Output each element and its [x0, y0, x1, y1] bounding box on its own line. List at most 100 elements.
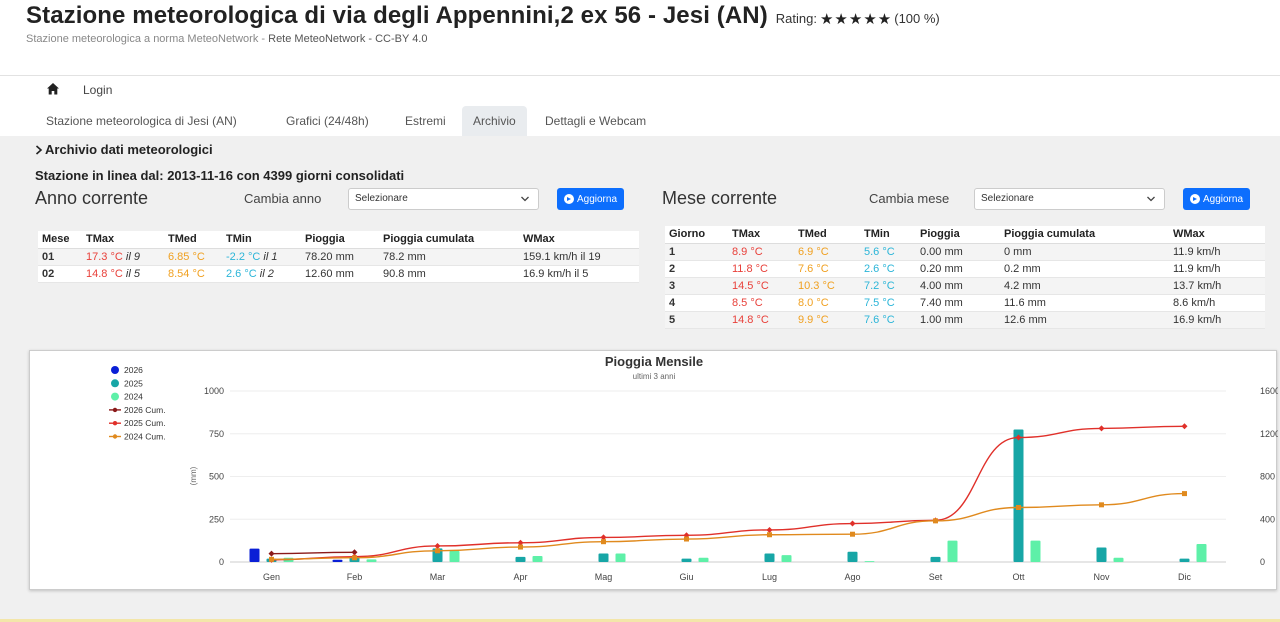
chevron-down-icon: [1147, 196, 1155, 202]
bar-2025: [598, 553, 609, 562]
x-tick-label: Set: [929, 572, 943, 582]
col-tmed: TMed: [164, 231, 222, 249]
month-table-header: Giorno TMax TMed TMin Pioggia Pioggia cu…: [665, 226, 1265, 244]
point-2025cum: [849, 520, 856, 527]
archive-heading[interactable]: Archivio dati meteorologici: [35, 142, 213, 157]
cell-tmin: -2.2 °C il 1: [222, 248, 301, 266]
point-2025cum: [600, 534, 607, 541]
year-update-label: Aggiorna: [576, 193, 618, 205]
rating: Rating: ★★★★★ (100 %): [776, 10, 940, 28]
chevron-right-icon: [35, 145, 43, 155]
legend-marker: [112, 421, 118, 426]
x-tick-label: Ago: [844, 572, 860, 582]
cell-pioggia: 7.40 mm: [916, 294, 1000, 312]
cell-pioggia: 12.60 mm: [301, 265, 379, 283]
col-pioggia: Pioggia: [916, 226, 1000, 244]
bar-2025: [847, 551, 858, 562]
month-section-title: Mese corrente: [662, 188, 778, 208]
y2-tick-label: 1600: [1260, 386, 1278, 396]
col-wmax: WMax: [519, 231, 639, 249]
x-tick-label: Mag: [595, 572, 613, 582]
bar-2024: [781, 555, 792, 562]
cell-wmax: 8.6 km/h: [1169, 294, 1265, 312]
cell-giorno: 4: [665, 294, 728, 312]
line-2024cum: [271, 492, 1185, 561]
bar-2025: [1096, 547, 1107, 562]
month-table: Giorno TMax TMed TMin Pioggia Pioggia cu…: [665, 226, 1265, 329]
cell-pioggia: 0.00 mm: [916, 243, 1000, 261]
x-tick-label: Lug: [762, 572, 777, 582]
home-icon[interactable]: [46, 82, 60, 96]
tab-dettagli-webcam[interactable]: Dettagli e Webcam: [545, 114, 647, 128]
col-pioggia-cumulata: Pioggia cumulata: [1000, 226, 1169, 244]
point-2024-cum: [1099, 502, 1104, 508]
year-select[interactable]: Selezionare: [348, 188, 539, 210]
cell-tmed: 8.0 °C: [794, 294, 860, 312]
point-2025cum: [1015, 434, 1022, 441]
month-select[interactable]: Selezionare: [974, 188, 1165, 210]
cell-giorno: 1: [665, 243, 728, 261]
cell-wmax: 13.7 km/h: [1169, 277, 1265, 295]
x-tick-label: Giu: [679, 572, 693, 582]
year-table-header: Mese TMax TMed TMin Pioggia Pioggia cumu…: [38, 231, 639, 249]
bar-2025: [681, 558, 692, 562]
point-2026cum: [268, 550, 275, 557]
tab-stazione[interactable]: Stazione meteorologica di Jesi (AN): [46, 114, 237, 128]
bar-2024: [947, 540, 958, 562]
cell-tmax: 14.8 °C: [728, 311, 794, 329]
cell-tmin: 7.2 °C: [860, 277, 916, 295]
legend-marker: [111, 392, 119, 401]
title-row: Stazione meteorologica di via degli Appe…: [26, 2, 940, 30]
line-2025cum: [271, 425, 1185, 561]
y-axis-label: (mm): [189, 466, 198, 485]
cell-tmin: 2.6 °C: [860, 260, 916, 278]
cell-pioggia: 1.00 mm: [916, 311, 1000, 329]
bottom-accent-bar: [0, 619, 1280, 622]
legend-marker: [111, 366, 119, 374]
cell-cumulata: 90.8 mm: [379, 265, 519, 283]
bar-2024: [698, 557, 709, 562]
y-tick-label: 1000: [204, 386, 224, 396]
cell-cumulata: 11.6 mm: [1000, 294, 1169, 312]
header-divider: [0, 75, 1280, 76]
cell-tmax: 14.8 °C il 5: [82, 265, 164, 283]
point-2024-cum: [352, 555, 357, 561]
month-update-label: Aggiorna: [1202, 193, 1244, 205]
point-2025cum: [766, 526, 773, 533]
tab-grafici[interactable]: Grafici (24/48h): [286, 114, 369, 128]
bar-2024: [615, 553, 626, 562]
change-year-label: Cambia anno: [244, 191, 322, 206]
point-2025cum: [434, 542, 441, 549]
chevron-down-icon: [521, 196, 529, 202]
tab-estremi[interactable]: Estremi: [405, 114, 446, 128]
archive-heading-text: Archivio dati meteorologici: [45, 142, 213, 157]
cell-tmax: 17.3 °C il 9: [82, 248, 164, 266]
legend-label: 2024 Cum.: [124, 432, 166, 442]
month-update-button[interactable]: Aggiorna: [1183, 188, 1250, 210]
y-tick-label: 0: [219, 557, 224, 567]
col-pioggia: Pioggia: [301, 231, 379, 249]
legend-marker: [111, 379, 119, 388]
subtitle-network-link[interactable]: Rete MeteoNetwork - CC-BY 4.0: [268, 33, 428, 45]
cell-tmax: 8.9 °C: [728, 243, 794, 261]
cell-tmax: 8.5 °C: [728, 294, 794, 312]
top-nav: Login: [0, 76, 1280, 106]
online-since: Stazione in linea dal: 2013-11-16 con 43…: [35, 168, 405, 183]
monthly-rain-chart: Pioggia Mensile ultimi 3 anni 0 250 500 750 10…: [29, 350, 1278, 590]
tab-archivio[interactable]: Archivio: [462, 106, 527, 136]
legend-marker: [112, 407, 118, 413]
cell-cumulata: 78.2 mm: [379, 248, 519, 266]
cell-giorno: 5: [665, 311, 728, 329]
cell-wmax: 16.9 km/h: [1169, 311, 1265, 329]
col-giorno: Giorno: [665, 226, 728, 244]
table-row: 02 14.8 °C il 5 8.54 °C 2.6 °C il 2 12.6…: [38, 265, 639, 283]
login-link[interactable]: Login: [83, 83, 113, 97]
bar-2025: [515, 556, 526, 562]
month-select-value: Selezionare: [981, 193, 1034, 204]
col-tmed: TMed: [794, 226, 860, 244]
x-tick-label: Ott: [1012, 572, 1025, 582]
table-row: 1 8.9 °C 6.9 °C 5.6 °C 0.00 mm 0 mm 11.9…: [665, 243, 1265, 261]
legend-label: 2026 Cum.: [124, 405, 166, 415]
x-tick-label: Feb: [347, 572, 363, 582]
year-update-button[interactable]: Aggiorna: [557, 188, 624, 210]
